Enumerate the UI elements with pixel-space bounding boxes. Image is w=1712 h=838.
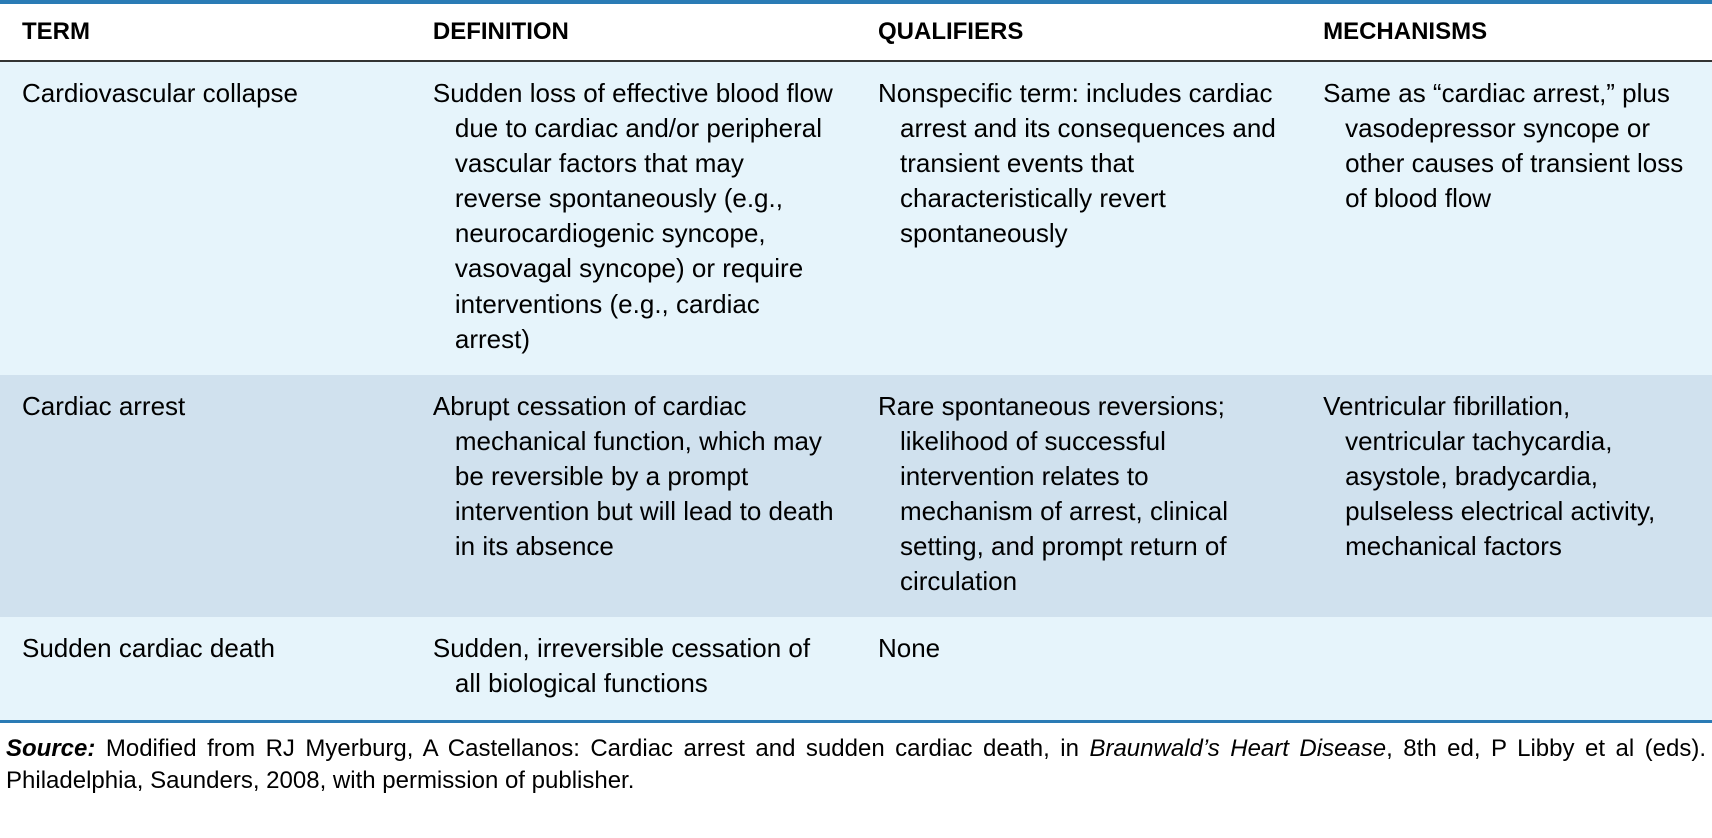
col-header-mechanisms: MECHANISMS — [1301, 2, 1712, 61]
col-header-qualifiers: QUALIFIERS — [856, 2, 1301, 61]
cell-qualifiers: Nonspecific term: includes cardiac arres… — [856, 61, 1301, 375]
cell-mechanisms — [1301, 617, 1712, 721]
cell-definition: Sudden loss of effective blood flow due … — [411, 61, 856, 375]
table-row: Cardiovascular collapse Sudden loss of e… — [0, 61, 1712, 375]
table-row: Sudden cardiac death Sudden, irreversibl… — [0, 617, 1712, 721]
cell-term: Cardiovascular collapse — [0, 61, 411, 375]
cell-definition: Abrupt cessation of cardiac mechanical f… — [411, 375, 856, 618]
source-label: Source: — [6, 735, 95, 762]
source-text-1: Modified from RJ Myerburg, A Castellanos… — [95, 735, 1089, 762]
cell-qualifiers: None — [856, 617, 1301, 721]
cell-definition: Sudden, irreversible cessation of all bi… — [411, 617, 856, 721]
source-title: Braunwald’s Heart Disease — [1089, 735, 1386, 762]
table-header-row: TERM DEFINITION QUALIFIERS MECHANISMS — [0, 2, 1712, 61]
cell-term: Sudden cardiac death — [0, 617, 411, 721]
definitions-table: TERM DEFINITION QUALIFIERS MECHANISMS Ca… — [0, 0, 1712, 723]
source-citation: Source: Modified from RJ Myerburg, A Cas… — [0, 723, 1712, 804]
definitions-table-container: TERM DEFINITION QUALIFIERS MECHANISMS Ca… — [0, 0, 1712, 803]
cell-mechanisms: Same as “cardiac arrest,” plus vasodepre… — [1301, 61, 1712, 375]
table-row: Cardiac arrest Abrupt cessation of cardi… — [0, 375, 1712, 618]
cell-mechanisms: Ventricular fibrillation, ventricular ta… — [1301, 375, 1712, 618]
cell-qualifiers: Rare spontaneous reversions; likelihood … — [856, 375, 1301, 618]
col-header-definition: DEFINITION — [411, 2, 856, 61]
cell-term: Cardiac arrest — [0, 375, 411, 618]
col-header-term: TERM — [0, 2, 411, 61]
